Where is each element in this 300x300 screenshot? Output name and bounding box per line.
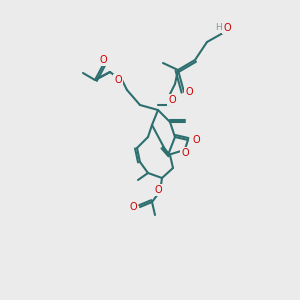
Text: O: O: [114, 75, 122, 85]
Text: O: O: [168, 95, 176, 105]
Text: O: O: [223, 23, 231, 33]
Text: O: O: [154, 185, 162, 195]
Text: O: O: [129, 202, 137, 212]
Text: O: O: [181, 148, 189, 158]
Text: O: O: [185, 87, 193, 97]
Text: O: O: [99, 55, 107, 65]
Text: O: O: [192, 135, 200, 145]
Text: H: H: [216, 23, 222, 32]
